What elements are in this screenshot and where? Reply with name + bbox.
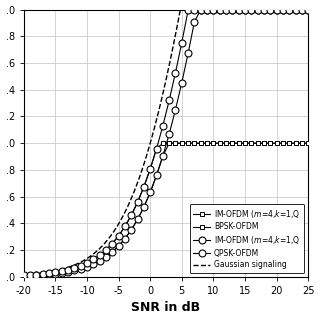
X-axis label: SNR in dB: SNR in dB — [132, 301, 201, 315]
Legend: IM-OFDM ($m$=4,$k$=1,Q, BPSK-OFDM, IM-OFDM ($m$=4,$k$=1,Q, QPSK-OFDM, Gaussian s: IM-OFDM ($m$=4,$k$=1,Q, BPSK-OFDM, IM-OF… — [190, 204, 304, 273]
